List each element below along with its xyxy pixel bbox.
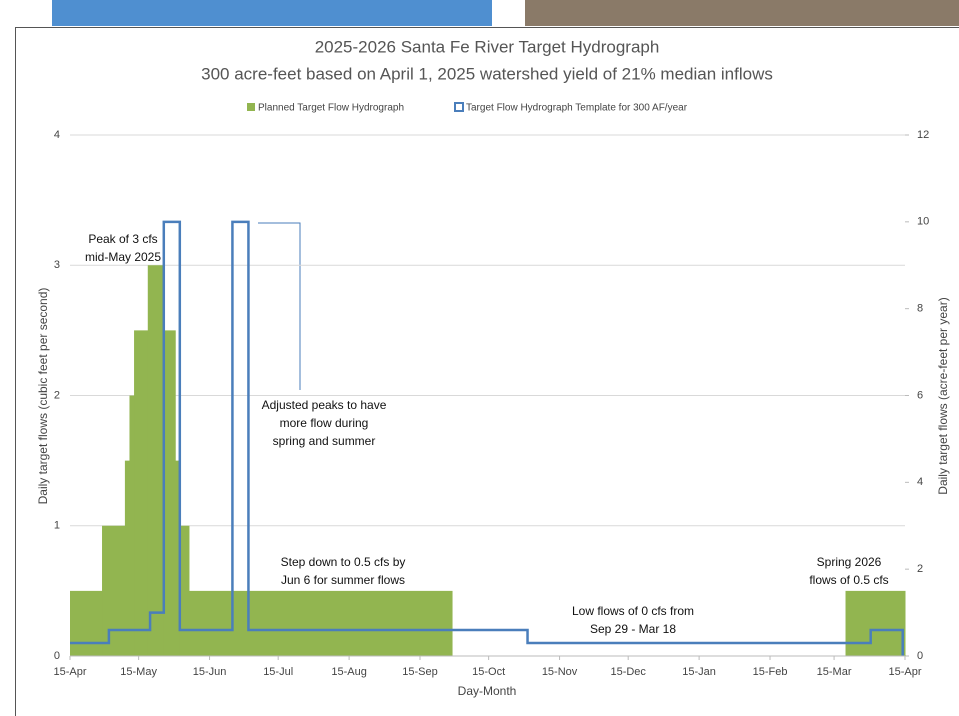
y-tick-label: 2 bbox=[54, 389, 60, 401]
chart-title: 2025-2026 Santa Fe River Target Hydrogra… bbox=[315, 37, 660, 56]
area-step bbox=[189, 591, 453, 656]
y-tick-label: 4 bbox=[54, 129, 60, 141]
y2-axis-label: Daily target flows (acre-feet per year) bbox=[936, 297, 950, 494]
annotation: Peak of 3 cfs bbox=[88, 232, 157, 246]
x-tick-label: 15-Nov bbox=[542, 666, 578, 678]
x-tick-label: 15-Mar bbox=[817, 666, 852, 678]
y-tick-label: 0 bbox=[54, 650, 60, 662]
y-tick-label: 3 bbox=[54, 259, 60, 271]
x-axis-label: Day-Month bbox=[458, 684, 517, 698]
annotation: flows of 0.5 cfs bbox=[809, 573, 888, 587]
area-step bbox=[102, 526, 125, 656]
x-tick-label: 15-Feb bbox=[753, 666, 788, 678]
x-tick-label: 15-Apr bbox=[888, 666, 921, 678]
area-step bbox=[125, 461, 130, 656]
annotation: more flow during bbox=[280, 416, 369, 430]
area-step bbox=[164, 330, 176, 656]
y-axis-label: Daily target flows (cubic feet per secon… bbox=[36, 288, 50, 505]
y2-tick-label: 10 bbox=[917, 216, 929, 228]
x-tick-label: 15-Jun bbox=[193, 666, 227, 678]
y2-tick-label: 8 bbox=[917, 303, 923, 315]
area-step bbox=[129, 396, 134, 657]
x-tick-label: 15-Sep bbox=[402, 666, 437, 678]
legend-swatch bbox=[247, 103, 255, 111]
x-tick-label: 15-Apr bbox=[53, 666, 86, 678]
x-tick-label: 15-Aug bbox=[331, 666, 366, 678]
area-step bbox=[70, 591, 103, 656]
x-tick-label: 15-Dec bbox=[610, 666, 646, 678]
annotation: Sep 29 - Mar 18 bbox=[590, 622, 676, 636]
area-step bbox=[180, 526, 190, 656]
area-step bbox=[846, 591, 906, 656]
y2-tick-label: 4 bbox=[917, 476, 923, 488]
background-photo bbox=[525, 0, 959, 26]
annotation: Low flows of 0 cfs from bbox=[572, 604, 694, 618]
y2-tick-label: 2 bbox=[917, 563, 923, 575]
chart: 2025-2026 Santa Fe River Target Hydrogra… bbox=[0, 0, 959, 716]
y2-tick-label: 6 bbox=[917, 389, 923, 401]
annotation: spring and summer bbox=[273, 434, 376, 448]
background-photo bbox=[52, 0, 492, 26]
x-tick-label: 15-May bbox=[120, 666, 157, 678]
chart-subtitle: 300 acre-feet based on April 1, 2025 wat… bbox=[201, 64, 773, 83]
area-step bbox=[148, 265, 165, 656]
annotation: Step down to 0.5 cfs by bbox=[281, 555, 406, 569]
y2-tick-label: 0 bbox=[917, 650, 923, 662]
legend-label: Planned Target Flow Hydrograph bbox=[258, 103, 404, 114]
x-tick-label: 15-Jan bbox=[682, 666, 716, 678]
y-tick-label: 1 bbox=[54, 520, 60, 532]
x-tick-label: 15-Jul bbox=[263, 666, 293, 678]
annotation: mid-May 2025 bbox=[85, 250, 161, 264]
area-step bbox=[134, 330, 148, 656]
x-tick-label: 15-Oct bbox=[472, 666, 505, 678]
annotation: Spring 2026 bbox=[817, 555, 882, 569]
annotation: Adjusted peaks to have bbox=[262, 398, 387, 412]
annotation: Jun 6 for summer flows bbox=[281, 573, 405, 587]
legend-label: Target Flow Hydrograph Template for 300 … bbox=[466, 103, 688, 114]
y2-tick-label: 12 bbox=[917, 129, 929, 141]
